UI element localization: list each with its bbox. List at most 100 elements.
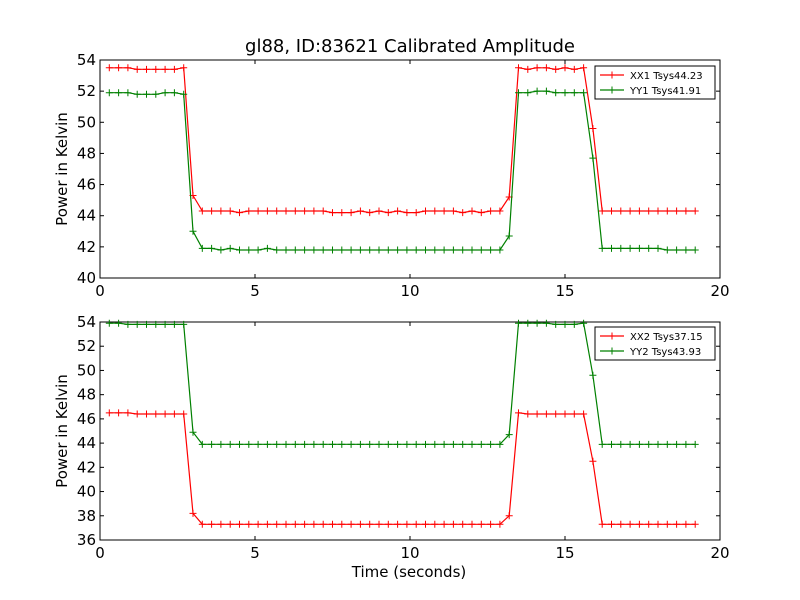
data-point [180,410,188,418]
data-point [505,512,513,520]
data-point [580,64,588,72]
data-point [515,89,522,97]
data-point [431,440,439,448]
data-point [542,64,550,72]
data-point [208,207,216,215]
data-point [301,440,309,448]
data-point [375,440,383,448]
data-point [440,246,448,254]
y-tick-label: 44 [77,207,96,225]
y-axis-label: Power in Kelvin [53,374,71,488]
data-point [570,89,578,97]
data-point [105,89,113,97]
data-point [468,207,476,215]
y-tick-label: 40 [77,483,96,501]
data-point [682,440,690,448]
data-point [236,440,243,448]
data-point [505,232,513,240]
data-point [208,244,216,252]
x-axis-label: Time (seconds) [351,563,467,581]
data-point [552,320,560,328]
data-point [422,207,429,215]
data-point [394,520,402,528]
data-point [217,520,225,528]
data-point [217,246,225,254]
data-point [477,246,485,254]
data-point [124,64,132,72]
data-point [189,227,197,235]
data-point [673,246,681,254]
data-point [254,440,262,448]
data-point [635,207,643,215]
data-point [598,520,606,528]
data-point [356,246,364,254]
data-point [301,246,309,254]
series-line [109,322,696,445]
data-point [608,244,615,252]
data-point [673,440,681,448]
series-1 [105,409,699,528]
data-point [301,520,309,528]
data-point [310,207,318,215]
data-point [431,246,439,254]
data-point [645,207,653,215]
data-point [124,409,132,417]
data-point [329,209,336,217]
data-point [291,520,299,528]
data-point [654,207,662,215]
data-point [663,520,671,528]
data-point [645,244,653,252]
data-point [161,320,169,328]
y-tick-label: 44 [77,434,96,452]
data-point [245,520,253,528]
data-point [133,320,141,328]
legend-marker [608,332,616,340]
x-tick-label: 15 [555,282,574,300]
legend-box [594,326,716,361]
data-point [263,520,271,528]
data-point [338,246,346,254]
data-point [143,65,150,73]
data-point [198,207,206,215]
data-point [422,246,429,254]
data-point [645,520,653,528]
data-point [338,440,346,448]
data-point [403,246,411,254]
data-point [338,209,346,217]
y-tick-label: 40 [77,269,96,287]
data-point [589,371,597,379]
data-point [356,440,364,448]
data-point [468,246,476,254]
data-point [477,209,485,217]
data-point [459,440,467,448]
data-point [440,207,448,215]
data-point [161,410,169,418]
data-point [347,520,355,528]
y-tick-label: 46 [77,176,96,194]
x-tick-label: 5 [250,544,260,562]
legend-label: XX2 Tsys37.15 [630,332,703,343]
data-point [682,246,690,254]
data-point [524,89,532,97]
data-point [412,440,420,448]
data-point [691,207,699,215]
data-point [580,410,588,418]
data-point [617,244,625,252]
data-point [394,246,402,254]
data-point [449,207,457,215]
data-point [254,520,262,528]
data-point [617,440,625,448]
data-point [403,440,411,448]
data-point [245,246,253,254]
data-point [226,520,234,528]
data-point [449,520,457,528]
data-point [654,520,662,528]
data-point [180,320,188,328]
data-point [561,410,569,418]
data-point [394,440,402,448]
data-point [356,207,364,215]
data-point [263,244,271,252]
data-point [384,520,392,528]
data-point [124,320,132,328]
